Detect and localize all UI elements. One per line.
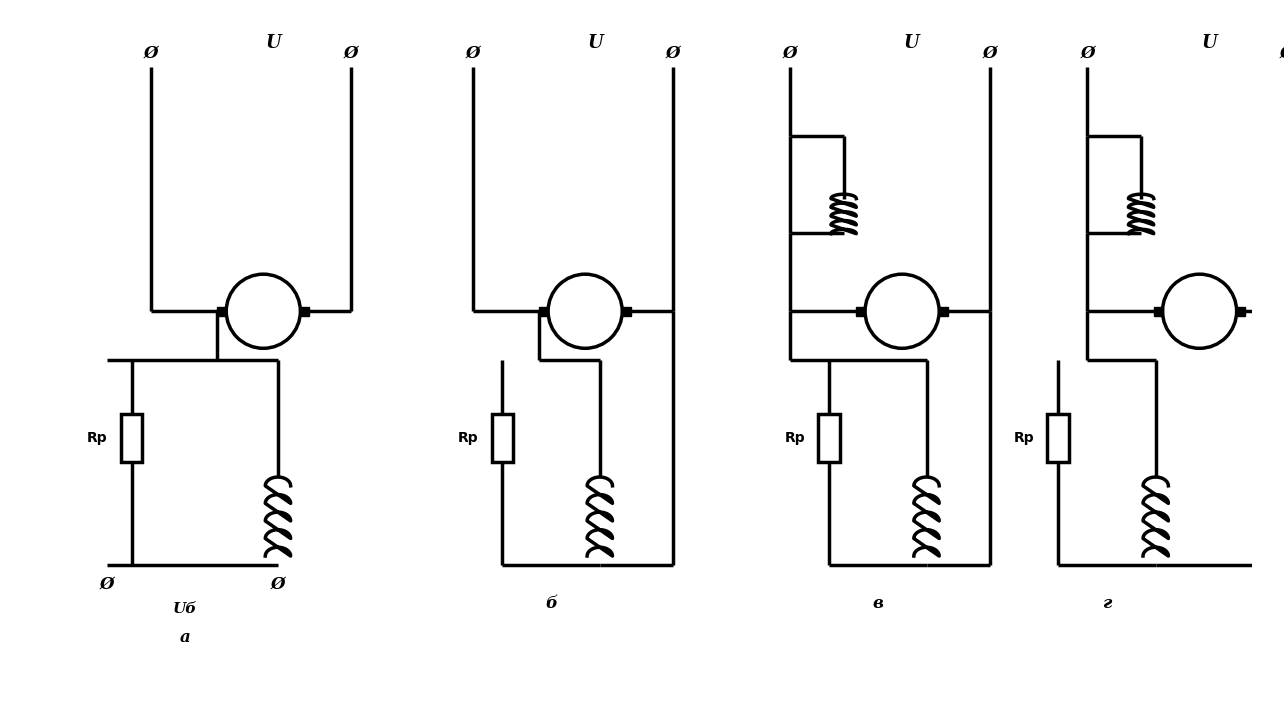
Bar xyxy=(539,307,548,315)
Bar xyxy=(217,307,226,315)
Text: U: U xyxy=(904,34,919,52)
Text: б: б xyxy=(544,595,557,612)
Text: Rр: Rр xyxy=(785,431,805,445)
Text: Rр: Rр xyxy=(1013,431,1035,445)
Text: Rр: Rр xyxy=(87,431,108,445)
Text: Ø: Ø xyxy=(783,45,797,61)
Text: Uб: Uб xyxy=(173,602,198,616)
Text: Ø: Ø xyxy=(466,45,480,61)
Text: Ø: Ø xyxy=(665,45,681,61)
Text: г: г xyxy=(1102,595,1112,612)
Text: Ø: Ø xyxy=(1280,45,1284,61)
Text: а: а xyxy=(180,629,191,647)
Text: в: в xyxy=(872,595,883,612)
Text: Ø: Ø xyxy=(1080,45,1095,61)
Text: Ø: Ø xyxy=(344,45,358,61)
Bar xyxy=(1236,307,1245,315)
Text: U: U xyxy=(587,34,602,52)
Bar xyxy=(856,307,865,315)
Text: Ø: Ø xyxy=(144,45,158,61)
Bar xyxy=(623,307,630,315)
Bar xyxy=(121,413,143,462)
Text: U: U xyxy=(266,34,281,52)
Text: Rр: Rр xyxy=(458,431,479,445)
Bar xyxy=(818,413,840,462)
Bar xyxy=(1048,413,1068,462)
Bar xyxy=(300,307,309,315)
Text: U: U xyxy=(1202,34,1217,52)
Bar xyxy=(492,413,514,462)
Text: Ø: Ø xyxy=(982,45,998,61)
Text: Ø: Ø xyxy=(271,576,285,593)
Text: Ø: Ø xyxy=(100,576,114,593)
Bar xyxy=(1154,307,1162,315)
Bar xyxy=(939,307,948,315)
